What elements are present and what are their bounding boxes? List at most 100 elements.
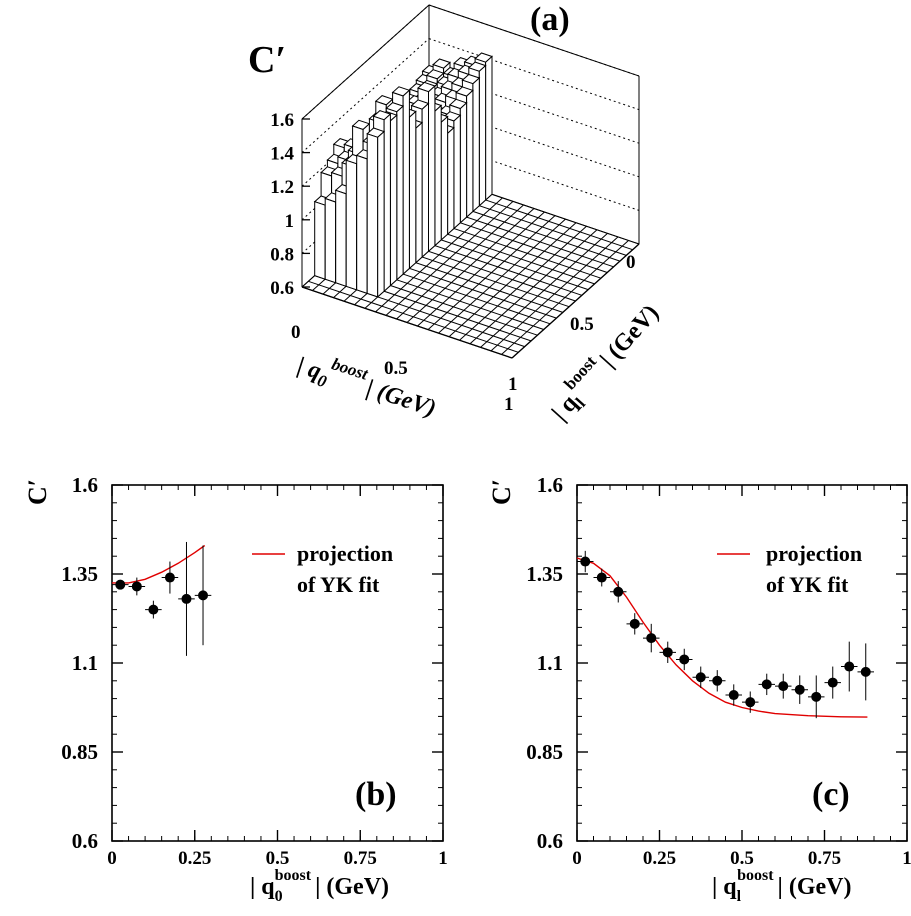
b-marker: [115, 579, 126, 590]
panel-a-x-axis-label: | q0boost| (GeV): [293, 344, 442, 426]
lego-bar-side: [408, 110, 417, 270]
lego-bar-front: [335, 189, 347, 287]
c-data-point: [593, 568, 610, 587]
panel-b-fit-curve: [112, 544, 206, 584]
lego-bar-front: [356, 154, 368, 295]
z-tick-labels: 0.6 0.8 1 1.2 1.4 1.6: [270, 110, 310, 299]
c-x-tick-label: 0: [572, 848, 582, 869]
c-data-point: [676, 648, 693, 671]
c-x-tick-label: 0.75: [808, 848, 841, 869]
c-data-point: [841, 641, 858, 692]
lego-bar-front: [324, 197, 337, 284]
panel-c-label: (c): [812, 776, 850, 813]
panel-a-y-tick-1: 1: [508, 374, 518, 395]
b-marker: [198, 590, 209, 601]
c-data-point: [791, 675, 808, 704]
lego-bar-side: [466, 89, 474, 219]
b-marker: [181, 593, 192, 604]
wall-gridline: [301, 4, 430, 120]
lego-bar-side: [402, 89, 410, 276]
b-marker: [164, 572, 175, 583]
panel-c-plot: 0 0.25 0.5 0.75 1 0.6 0.85 1.1 1.35 1.6 C′ | qlbo…: [487, 473, 911, 905]
z-tick-label: 1: [285, 211, 295, 232]
wall-gridline: [428, 38, 640, 111]
c-y-tick-label: 0.85: [526, 740, 563, 764]
panel-b-legend-line1: projection: [297, 541, 393, 566]
c-y-tick-label: 0.6: [537, 829, 563, 853]
c-marker: [827, 677, 838, 688]
panel-c-legend-line1: projection: [766, 541, 862, 566]
c-marker: [844, 661, 855, 672]
c-marker: [728, 690, 739, 701]
panel-b-data-points: [112, 541, 212, 656]
lego-bar-side: [377, 130, 385, 299]
lego-bar-side: [383, 112, 391, 293]
panel-a-y-axis-label: | qlboost| (GeV): [540, 294, 667, 429]
c-marker: [745, 697, 756, 708]
c-data-point: [692, 666, 709, 688]
lego-bar-side: [478, 64, 487, 207]
c-marker: [629, 618, 640, 629]
floor-grid-line: [427, 215, 556, 330]
c-marker: [613, 586, 624, 597]
panel-a-x-tick-05: 0.5: [384, 358, 408, 379]
c-marker: [646, 633, 657, 644]
panel-c-y-axis-label: C′: [487, 479, 516, 505]
b-marker: [148, 604, 159, 615]
b-y-tick-label: 0.85: [61, 740, 98, 764]
lego-bar-front: [314, 201, 326, 280]
lego-bar-side: [453, 114, 461, 230]
panel-b-legend-line2: of YK fit: [297, 572, 380, 597]
z-tick-label: 0.8: [270, 244, 294, 265]
b-x-tick-label: 0.75: [344, 848, 377, 869]
panel-c-ticks: 0 0.25 0.5 0.75 1 0.6 0.85 1.1 1.35 1.6: [526, 473, 911, 869]
panel-a-3d-plot: 0.60.811.21.41.6 (a) C′ 0 0.5 1 0 0.5 1 …: [248, 1, 667, 429]
panel-a-x-tick-0: 0: [291, 322, 301, 343]
panel-a-x-tick-1: 1: [504, 394, 514, 415]
c-marker: [761, 679, 772, 690]
lego-bar-side: [472, 76, 480, 213]
svg-text:| qlboost| (GeV): | qlboost| (GeV): [540, 294, 667, 429]
c-y-tick-label: 1.35: [526, 562, 563, 586]
wall-gridline: [428, 4, 640, 77]
lego-bar-side: [396, 104, 404, 281]
c-data-point: [857, 643, 874, 701]
lego-bar-side: [440, 115, 449, 242]
svg-text:| q0boost| (GeV): | q0boost| (GeV): [293, 344, 442, 426]
floor-grid-line: [480, 232, 608, 348]
floor-grid-line: [501, 240, 629, 355]
b-y-tick-label: 1.6: [72, 473, 98, 497]
lego-bar-side: [434, 104, 442, 247]
panel-b-plot: 0 0.25 0.5 0.75 1 0.6 0.85 1.1 1.35 1.6 C′ | q0bo…: [23, 473, 448, 905]
panel-a-y-tick-0: 0: [626, 252, 636, 273]
b-x-tick-label: 0: [107, 848, 117, 869]
lego-bar-side: [389, 114, 398, 287]
b-y-tick-label: 1.1: [72, 651, 98, 675]
c-data-point: [626, 613, 643, 635]
panel-a-z-axis-label: C′: [248, 39, 286, 81]
b-data-point: [128, 577, 146, 596]
c-y-tick-label: 1.1: [537, 651, 563, 675]
c-data-point: [643, 623, 660, 653]
z-tick-label: 1.2: [270, 177, 294, 198]
wall-gridline: [301, 38, 430, 153]
c-marker: [860, 666, 871, 677]
panel-a-y-tick-05: 0.5: [570, 314, 594, 335]
panel-b-y-axis-label: C′: [23, 479, 52, 505]
c-data-point: [659, 641, 676, 663]
c-marker: [695, 672, 706, 683]
c-x-tick-label: 0.5: [730, 848, 754, 869]
lego-bar-side: [421, 102, 429, 259]
c-x-tick-label: 0.25: [643, 848, 676, 869]
b-x-tick-label: 0.5: [266, 848, 290, 869]
b-data-point: [161, 561, 179, 594]
floor-grid-line: [417, 211, 545, 327]
panel-c-legend-line2: of YK fit: [766, 572, 849, 597]
c-data-point: [824, 666, 841, 699]
panel-c-x-axis-label: | qlboost | (GeV): [712, 867, 851, 905]
c-data-point: [808, 675, 825, 719]
lego-bar-side: [415, 121, 423, 264]
c-data-point: [577, 550, 594, 573]
lego-bar: [366, 127, 386, 299]
c-marker: [662, 647, 673, 658]
